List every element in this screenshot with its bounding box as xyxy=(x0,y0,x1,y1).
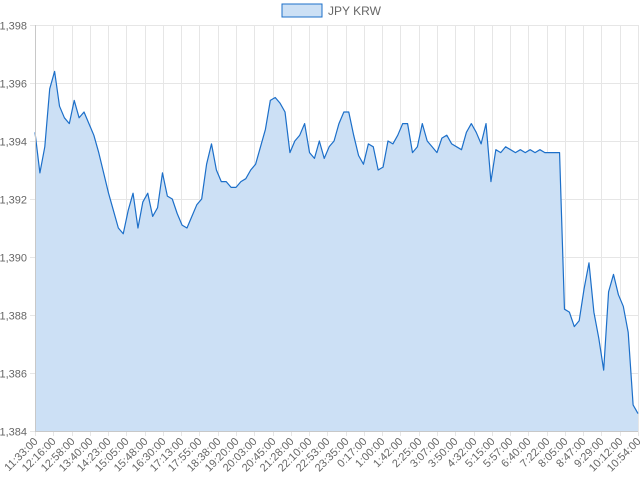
y-tick-label: 1,396 xyxy=(0,79,27,91)
axes xyxy=(35,25,638,432)
legend[interactable]: JPY KRW xyxy=(281,3,382,18)
x-axis-tick-labels: 11:33:0012:16:0012:58:0013:40:0014:23:00… xyxy=(2,436,640,475)
series-area xyxy=(34,70,639,432)
legend-label-jpy-krw[interactable]: JPY KRW xyxy=(328,4,382,18)
y-tick-label: 1,394 xyxy=(0,137,27,149)
series-line xyxy=(34,70,639,414)
y-tick-label: 1,388 xyxy=(0,311,27,323)
y-axis-tick-labels: 1,384 1,386 1,388 1,390 1,392 1,394 1,396 1,398 xyxy=(0,21,27,439)
y-tick-label: 1,392 xyxy=(0,195,27,207)
series-area-fill xyxy=(35,71,638,432)
legend-swatch-jpy-krw[interactable] xyxy=(281,3,323,18)
y-tick-label: 1,390 xyxy=(0,253,27,265)
y-tick-label: 1,384 xyxy=(0,427,27,439)
y-tick-label: 1,386 xyxy=(0,369,27,381)
y-tick-label: 1,398 xyxy=(0,21,27,33)
